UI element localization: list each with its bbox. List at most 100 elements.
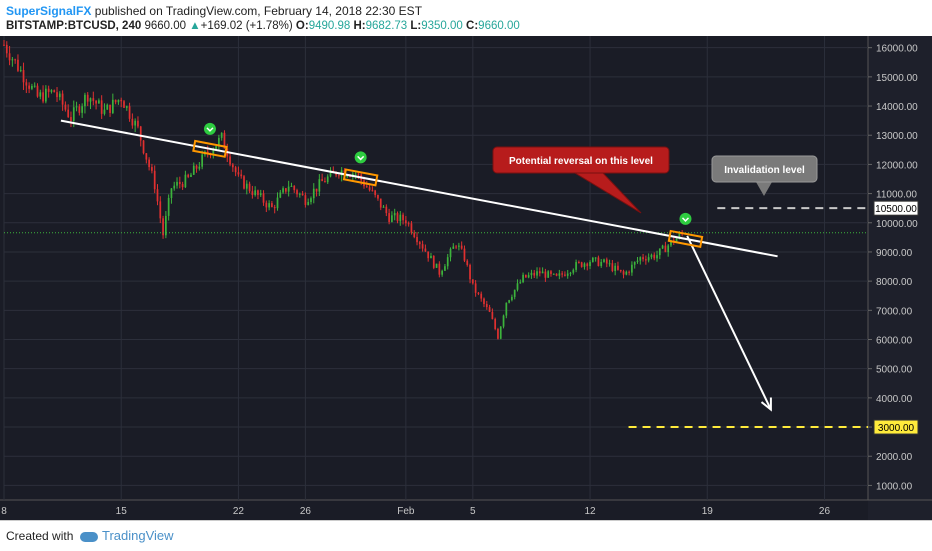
price-change: +169.02 (+1.78%) bbox=[200, 20, 293, 32]
candle-body bbox=[176, 181, 178, 186]
candle-body bbox=[173, 185, 176, 189]
candle-body bbox=[578, 262, 580, 264]
candle-body bbox=[413, 232, 416, 238]
candle-body bbox=[67, 109, 70, 118]
candle-body bbox=[50, 90, 53, 92]
candle-body bbox=[625, 271, 628, 275]
touch-point-box bbox=[192, 139, 228, 158]
candle-body bbox=[106, 104, 109, 110]
invalidation-callout-text: Invalidation level bbox=[724, 165, 805, 176]
candle-body bbox=[279, 192, 282, 198]
candle-body bbox=[265, 202, 268, 208]
candle-body bbox=[497, 328, 499, 339]
candle-body bbox=[14, 59, 17, 61]
candle-body bbox=[474, 283, 477, 293]
candle-body bbox=[28, 85, 30, 89]
candle-body bbox=[675, 238, 678, 243]
candle-body bbox=[589, 261, 591, 267]
level-price-tag bbox=[873, 200, 919, 216]
candle-body bbox=[594, 257, 597, 259]
high-label: H: bbox=[353, 20, 366, 32]
candle-body bbox=[566, 273, 569, 276]
price-chart[interactable]: 1000.00 2000.00 3000.00 4000.00 5000.00 6000.… bbox=[0, 36, 932, 520]
candle-body bbox=[644, 259, 647, 261]
candle-body bbox=[229, 156, 231, 165]
candle-body bbox=[519, 282, 522, 284]
candle-body bbox=[31, 85, 33, 89]
candle-body bbox=[329, 170, 332, 177]
x-tick-label: 26 bbox=[819, 506, 831, 517]
candle-body bbox=[611, 263, 614, 271]
candle-body bbox=[410, 223, 413, 233]
candle-body bbox=[195, 165, 198, 169]
tradingview-logo[interactable]: TradingView bbox=[80, 528, 174, 543]
level-price-tag bbox=[873, 419, 919, 435]
candle-body bbox=[444, 266, 446, 271]
candle-body bbox=[650, 254, 653, 258]
candle-body bbox=[455, 246, 457, 248]
symbol-label[interactable]: BITSTAMP:BTCUSD, 240 bbox=[6, 20, 142, 32]
candle-body bbox=[466, 260, 469, 265]
candle-body bbox=[215, 146, 217, 151]
candle-body bbox=[547, 271, 550, 278]
y-tick-label: 13000.00 bbox=[876, 131, 918, 142]
candle-body bbox=[326, 176, 329, 183]
candle-body bbox=[558, 273, 561, 276]
y-tick-label: 2000.00 bbox=[876, 452, 913, 463]
candle-body bbox=[243, 176, 245, 189]
candle-body bbox=[349, 175, 351, 177]
price-axis-panel bbox=[868, 36, 932, 520]
candle-body bbox=[271, 203, 273, 207]
candle-body bbox=[516, 283, 519, 290]
candle-body bbox=[92, 98, 95, 101]
created-with-text: Created with bbox=[6, 529, 74, 543]
y-tick-label: 5000.00 bbox=[876, 365, 913, 376]
level-price-label: 10500.00 bbox=[875, 204, 917, 215]
candle-body bbox=[608, 263, 611, 265]
chart-area[interactable]: 1000.00 2000.00 3000.00 4000.00 5000.00 6000.… bbox=[0, 36, 932, 520]
candle-body bbox=[550, 271, 552, 274]
brand-name: TradingView bbox=[102, 528, 174, 543]
candle-body bbox=[603, 259, 605, 262]
candle-body bbox=[471, 279, 474, 284]
candle-body bbox=[223, 132, 226, 149]
candle-body bbox=[61, 93, 64, 105]
candle-body bbox=[84, 94, 86, 107]
candle-body bbox=[148, 159, 150, 168]
candle-body bbox=[201, 154, 204, 167]
candle-body bbox=[181, 184, 184, 188]
candle-body bbox=[418, 242, 421, 245]
candle-body bbox=[53, 90, 56, 93]
candle-body bbox=[187, 174, 190, 177]
check-down-chevron bbox=[206, 127, 214, 132]
candle-body bbox=[670, 240, 672, 246]
candle-body bbox=[541, 271, 544, 274]
candle-body bbox=[658, 248, 661, 256]
candle-body bbox=[407, 223, 410, 225]
x-tick-label: 5 bbox=[470, 506, 476, 517]
low-value: 9350.00 bbox=[421, 20, 463, 32]
candle-body bbox=[402, 214, 404, 221]
candle-body bbox=[661, 245, 664, 249]
y-tick-label: 6000.00 bbox=[876, 335, 913, 346]
check-down-chevron bbox=[357, 155, 365, 161]
candle-body bbox=[619, 269, 622, 272]
candle-body bbox=[477, 292, 480, 294]
invalidation-pointer bbox=[756, 182, 772, 196]
candle-body bbox=[502, 315, 505, 327]
candle-body bbox=[488, 307, 491, 312]
candle-body bbox=[494, 319, 497, 329]
candle-body bbox=[86, 94, 89, 102]
y-tick-label: 1000.00 bbox=[876, 481, 913, 492]
candle-body bbox=[544, 271, 547, 278]
candle-body bbox=[184, 174, 187, 188]
open-label: O: bbox=[295, 20, 309, 32]
candle-body bbox=[298, 193, 301, 195]
candle-body bbox=[218, 137, 220, 147]
candle-body bbox=[513, 289, 516, 297]
candle-body bbox=[393, 213, 396, 216]
candle-body bbox=[64, 104, 67, 110]
x-tick-label: 26 bbox=[300, 506, 312, 517]
x-tick-label: Feb bbox=[397, 506, 415, 517]
author-name[interactable]: SuperSignalFX bbox=[6, 4, 92, 18]
